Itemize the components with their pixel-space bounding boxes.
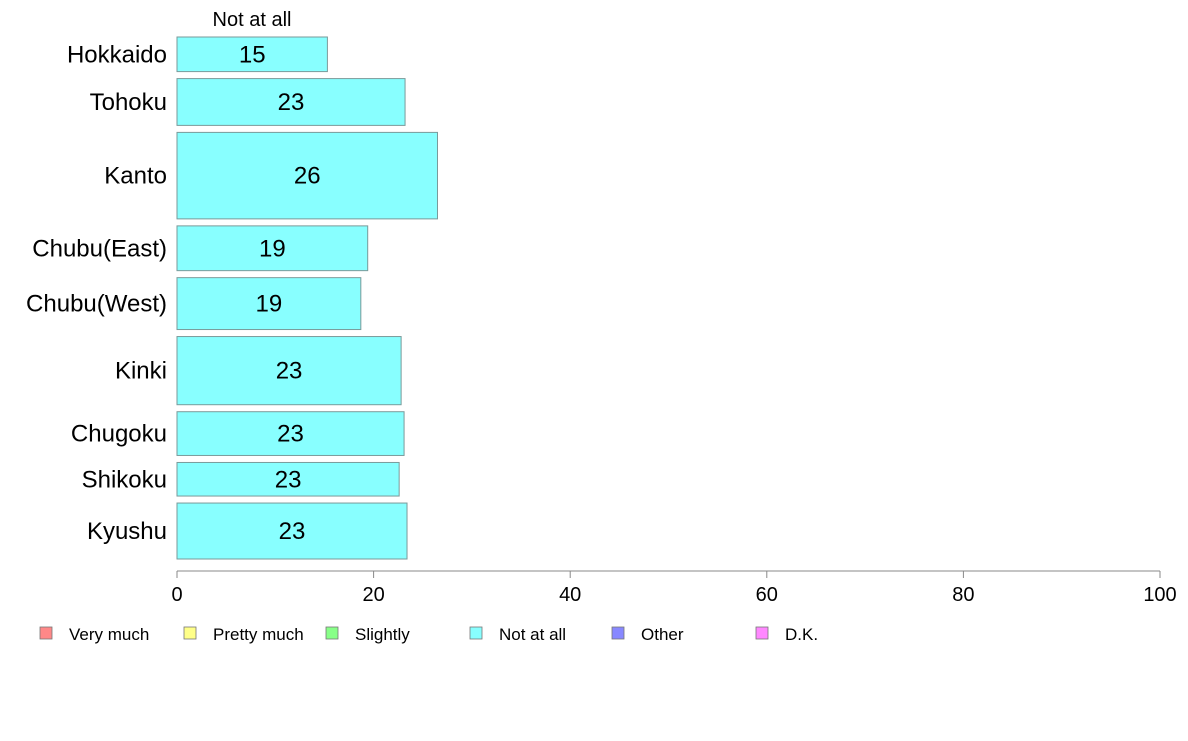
- bar-chugoku: [176, 411, 405, 456]
- bar-chubu-west: [176, 277, 362, 331]
- legend-label: Very much: [69, 625, 149, 644]
- legend-label: Slightly: [355, 625, 410, 644]
- bar-value-label: 23: [279, 518, 306, 545]
- bar-value-label: 23: [278, 89, 305, 116]
- legend-swatch: [325, 626, 339, 640]
- x-tick-label: 20: [362, 584, 384, 606]
- bar-value-label: 23: [275, 466, 302, 493]
- category-label: Chugoku: [71, 421, 167, 448]
- bar-kinki: [176, 336, 402, 406]
- bar-value-label: 19: [259, 235, 286, 262]
- category-label: Kinki: [115, 358, 167, 385]
- legend-swatch: [611, 626, 625, 640]
- bar-value-label: 19: [256, 291, 283, 318]
- category-label: Shikoku: [82, 466, 167, 493]
- legend-swatch: [755, 626, 769, 640]
- x-tick-label: 60: [756, 584, 778, 606]
- category-label: Kanto: [104, 163, 167, 190]
- x-axis: 0 20 40 60 80 100: [171, 570, 1177, 606]
- category-labels: Hokkaido Tohoku Kanto Chubu(East) Chubu(West…: [26, 41, 167, 545]
- category-label: Kyushu: [87, 518, 167, 545]
- x-tick-label: 0: [171, 584, 182, 606]
- legend-label: Pretty much: [213, 625, 304, 644]
- category-label: Tohoku: [90, 89, 167, 116]
- legend-swatch: [39, 626, 53, 640]
- x-tick-label: 100: [1143, 584, 1176, 606]
- category-label: Hokkaido: [67, 41, 167, 68]
- bar-kanto: [176, 131, 438, 220]
- bars-group: 15 23 26 19 19 23 23 23 23: [176, 36, 438, 560]
- bar-value-label: 26: [294, 163, 321, 190]
- legend: Very much Pretty much Slightly Not at all Ot…: [39, 625, 818, 644]
- bar-value-label: 15: [239, 41, 266, 68]
- legend-label: Other: [641, 625, 684, 644]
- bar-hokkaido: [176, 36, 328, 73]
- bar-shikoku: [176, 461, 400, 497]
- legend-label: D.K.: [785, 625, 818, 644]
- bar-tohoku: [176, 78, 406, 126]
- x-tick-label: 80: [952, 584, 974, 606]
- legend-swatch: [469, 626, 483, 640]
- category-label: Chubu(East): [32, 235, 167, 262]
- bar-chubu-east: [176, 225, 369, 272]
- bar-kyushu: [176, 502, 408, 560]
- series-header: Not at all: [213, 9, 292, 31]
- legend-label: Not at all: [499, 625, 566, 644]
- legend-swatch: [183, 626, 197, 640]
- category-label: Chubu(West): [26, 291, 167, 318]
- x-tick-label: 40: [559, 584, 581, 606]
- bar-value-label: 23: [276, 358, 303, 385]
- bar-value-label: 23: [277, 421, 304, 448]
